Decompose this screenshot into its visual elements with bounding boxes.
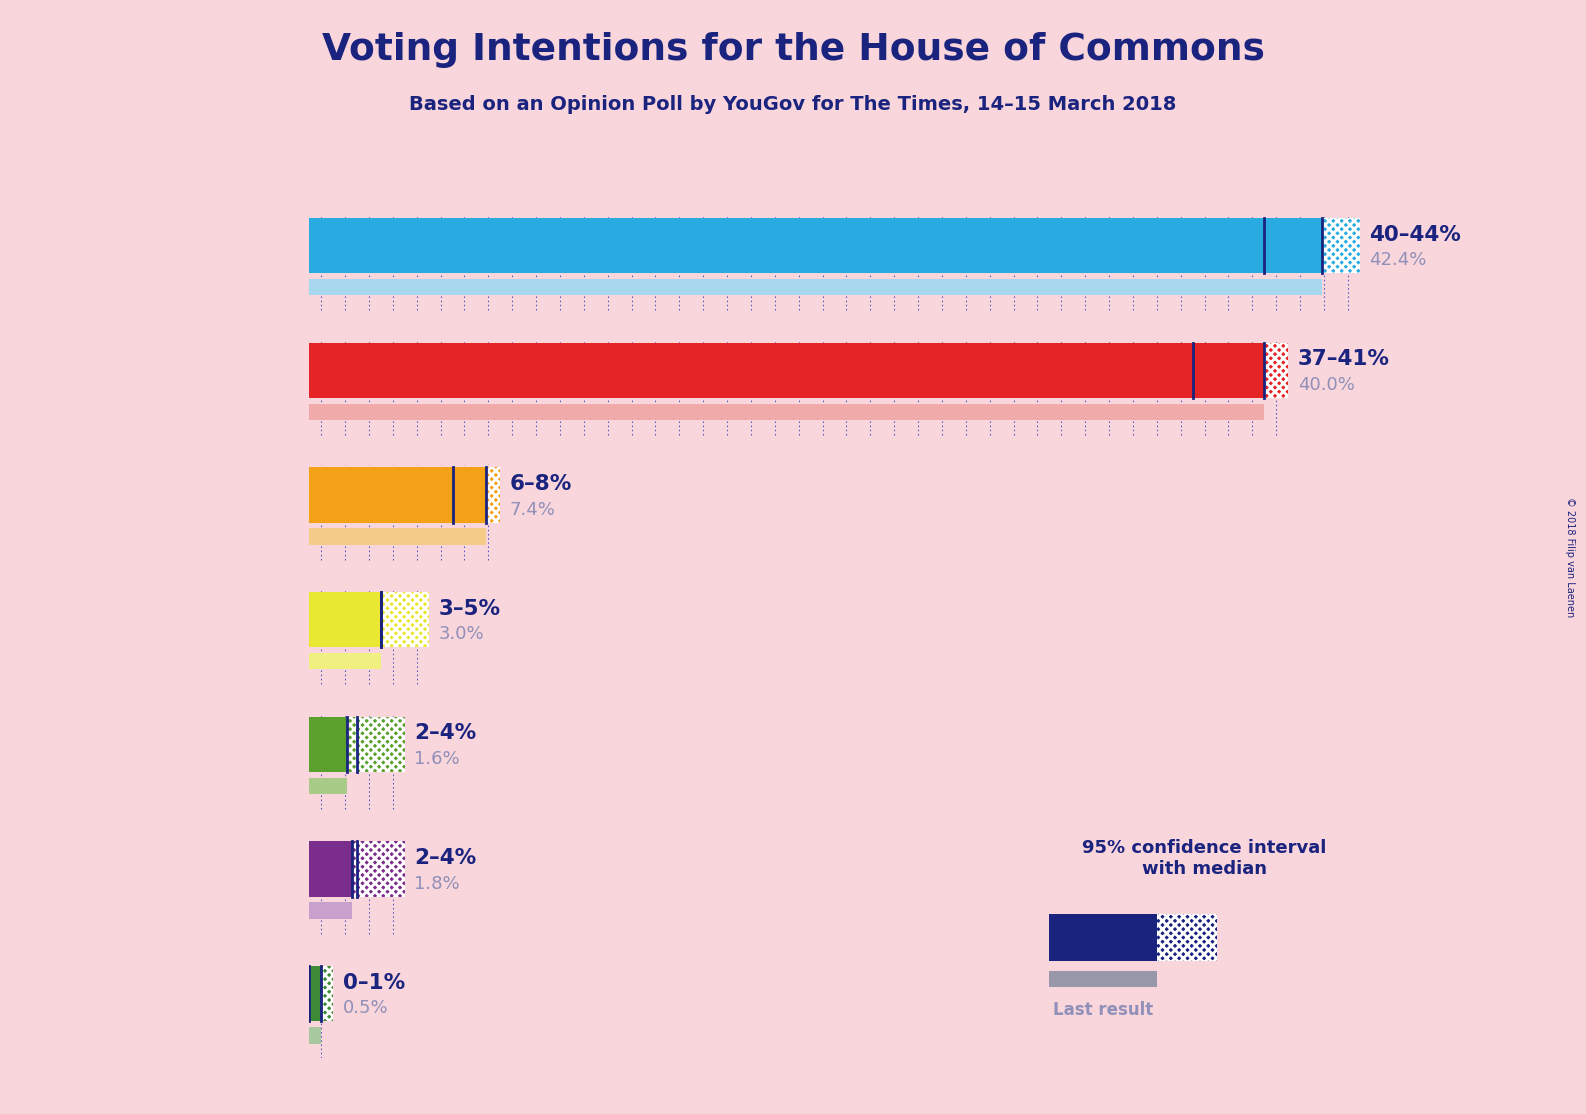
Bar [1321, 218, 1359, 273]
Text: 40.0%: 40.0% [1297, 377, 1354, 394]
Bar [309, 841, 352, 897]
Text: 7.4%: 7.4% [509, 500, 555, 519]
Text: 3–5%: 3–5% [438, 598, 500, 618]
Bar [309, 1027, 322, 1044]
Bar [309, 716, 347, 772]
Bar [1050, 970, 1156, 987]
Bar [309, 278, 1321, 295]
Text: 1.8%: 1.8% [414, 874, 460, 892]
Bar [309, 966, 322, 1022]
Bar [309, 343, 1264, 398]
Bar [309, 592, 381, 647]
Text: 0.5%: 0.5% [343, 999, 389, 1017]
Text: 2–4%: 2–4% [414, 848, 476, 868]
Bar [1264, 343, 1288, 398]
Text: 0–1%: 0–1% [343, 973, 404, 993]
Bar [1050, 913, 1156, 961]
Bar [309, 403, 1264, 420]
Text: 6–8%: 6–8% [509, 473, 573, 494]
Bar [322, 966, 333, 1022]
Bar [309, 653, 381, 670]
Text: Last result: Last result [1053, 1001, 1153, 1019]
Bar [309, 528, 485, 545]
Bar [352, 841, 404, 897]
Bar [485, 467, 500, 522]
Bar [309, 467, 485, 522]
Text: 3.0%: 3.0% [438, 625, 484, 644]
Bar [347, 716, 404, 772]
Text: Voting Intentions for the House of Commons: Voting Intentions for the House of Commo… [322, 32, 1264, 68]
Text: 37–41%: 37–41% [1297, 349, 1389, 369]
Bar [309, 778, 347, 794]
Text: 40–44%: 40–44% [1369, 225, 1461, 244]
Text: 95% confidence interval
with median: 95% confidence interval with median [1082, 839, 1327, 878]
Bar [309, 218, 1321, 273]
Text: 1.6%: 1.6% [414, 750, 460, 768]
Text: 42.4%: 42.4% [1369, 252, 1427, 270]
Bar [381, 592, 428, 647]
Text: Based on an Opinion Poll by YouGov for The Times, 14–15 March 2018: Based on an Opinion Poll by YouGov for T… [409, 95, 1177, 115]
Bar [1156, 913, 1216, 961]
Text: 2–4%: 2–4% [414, 723, 476, 743]
Bar [309, 902, 352, 919]
Text: © 2018 Filip van Laenen: © 2018 Filip van Laenen [1565, 497, 1575, 617]
